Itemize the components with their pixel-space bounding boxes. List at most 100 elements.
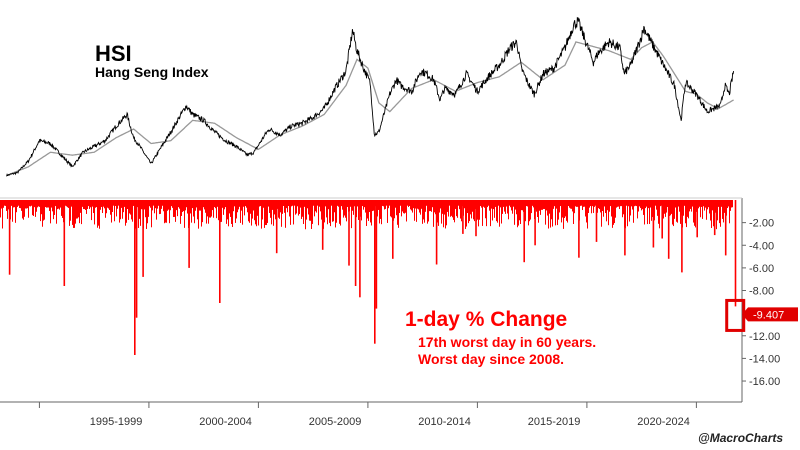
change-bar	[55, 200, 56, 207]
change-bar	[76, 200, 77, 219]
change-bar	[316, 200, 317, 213]
change-bar	[12, 200, 13, 222]
change-bar	[612, 200, 613, 228]
change-bar	[521, 200, 522, 211]
change-bar	[413, 200, 414, 209]
x-tick-label: 2005-2009	[309, 416, 362, 428]
change-bar	[235, 200, 236, 223]
change-bar	[597, 200, 598, 213]
change-bar	[221, 200, 222, 222]
change-bar	[195, 200, 196, 211]
change-bar	[157, 200, 158, 209]
change-bar	[679, 200, 680, 212]
change-bar	[599, 200, 600, 210]
change-bar	[616, 200, 617, 208]
change-bar	[85, 200, 86, 210]
change-bar	[432, 200, 433, 208]
change-bar	[266, 200, 267, 226]
change-bar	[560, 200, 561, 207]
change-bar	[320, 200, 321, 212]
change-bar	[493, 200, 494, 210]
change-bar	[261, 200, 262, 229]
notable-drop-bar	[188, 200, 190, 268]
change-bar	[41, 200, 42, 215]
change-bar	[214, 200, 215, 208]
change-bar	[545, 200, 546, 225]
change-bar	[673, 200, 674, 227]
change-bar	[415, 200, 416, 209]
change-bar	[159, 200, 160, 215]
change-bar	[196, 200, 197, 208]
change-bar	[20, 200, 21, 209]
change-bar	[410, 200, 411, 210]
change-bar	[114, 200, 115, 222]
change-bar	[295, 200, 296, 215]
change-bar	[447, 200, 448, 212]
change-bar	[676, 200, 677, 222]
change-bar	[155, 200, 156, 209]
change-bar	[139, 200, 140, 219]
moving-average-layer	[6, 41, 734, 177]
change-bar	[564, 200, 565, 219]
change-bar	[604, 200, 605, 207]
change-bar	[441, 200, 442, 224]
change-bar	[310, 200, 311, 221]
change-bar	[127, 200, 128, 209]
change-bar	[445, 200, 446, 229]
change-bar	[229, 200, 230, 214]
change-bar	[249, 200, 250, 223]
change-bar	[70, 200, 71, 221]
change-bar	[389, 200, 390, 206]
change-bar	[209, 200, 210, 218]
change-bar	[28, 200, 29, 218]
change-bar	[623, 200, 624, 215]
change-bar	[91, 200, 92, 221]
change-bar	[146, 200, 147, 229]
change-bar	[675, 200, 676, 208]
change-bar	[258, 200, 259, 226]
change-bar	[487, 200, 488, 208]
change-bar	[621, 200, 622, 207]
last-value-label: -9.407	[753, 309, 784, 321]
notable-drop-bar	[534, 200, 536, 246]
change-bar	[34, 200, 35, 208]
change-bar	[380, 200, 381, 219]
change-bar	[641, 200, 642, 211]
change-bar	[486, 200, 487, 227]
change-bar	[313, 200, 314, 206]
change-bar	[460, 200, 461, 219]
change-bar	[160, 200, 161, 214]
change-bar	[367, 200, 368, 219]
change-bar	[36, 200, 37, 212]
change-bar	[38, 200, 39, 207]
change-bar	[611, 200, 612, 217]
change-bar	[290, 200, 291, 225]
change-bar	[644, 200, 645, 225]
change-bar	[582, 200, 583, 211]
change-bar	[658, 200, 659, 224]
change-bar	[633, 200, 634, 223]
change-bar	[546, 200, 547, 211]
change-bar	[508, 200, 509, 220]
change-bar	[37, 200, 38, 208]
change-bar	[601, 200, 602, 227]
change-bar	[567, 200, 568, 223]
change-bar	[519, 200, 520, 221]
change-bar	[638, 200, 639, 212]
change-bar	[18, 200, 19, 206]
change-bar	[265, 200, 266, 226]
change-bar	[222, 200, 223, 208]
change-bar	[101, 200, 102, 207]
change-bar	[518, 200, 519, 226]
change-bar	[241, 200, 242, 211]
change-bar	[364, 200, 365, 208]
change-bar	[339, 200, 340, 224]
change-bar	[671, 200, 672, 214]
notable-drop-bar	[652, 200, 655, 248]
y-tick-label: -8.00	[749, 286, 774, 298]
change-bar	[706, 200, 707, 220]
change-bar	[419, 200, 420, 213]
change-bar	[449, 200, 450, 206]
change-bar	[267, 200, 268, 223]
change-bar	[175, 200, 176, 222]
